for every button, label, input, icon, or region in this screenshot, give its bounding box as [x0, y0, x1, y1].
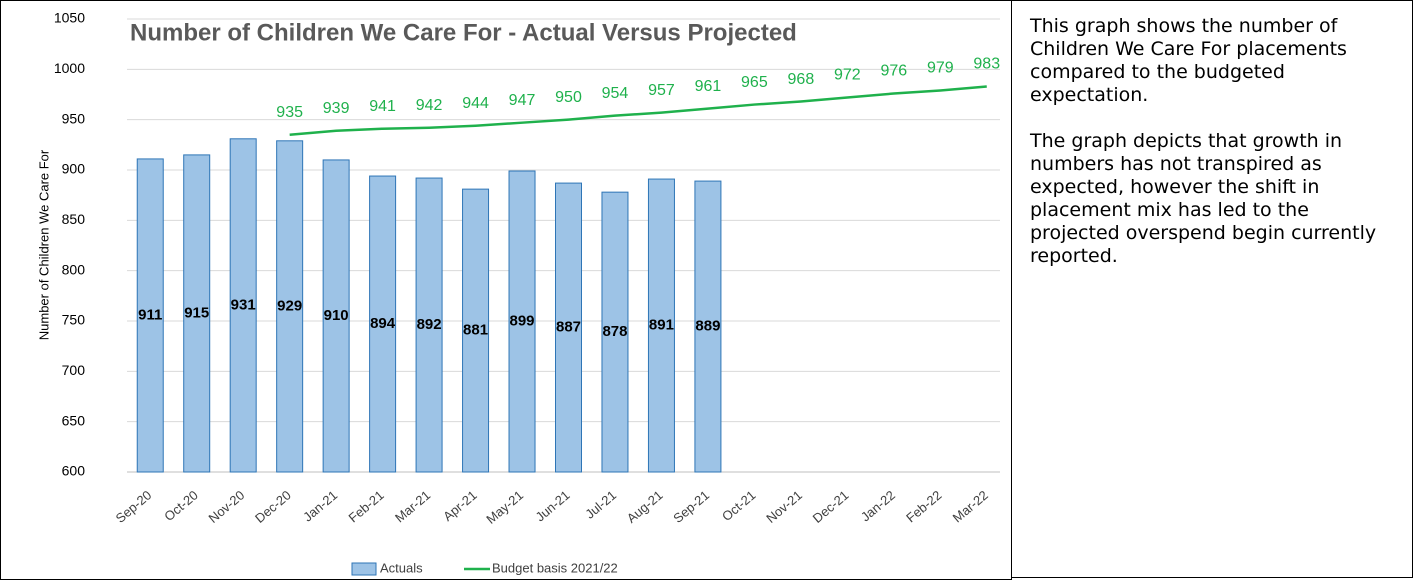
data-label: 881 [463, 322, 488, 339]
data-label: 931 [231, 296, 256, 313]
data-label: 929 [277, 297, 302, 314]
bar [369, 175, 397, 473]
bar [694, 180, 722, 473]
y-tick-label: 800 [62, 261, 86, 277]
legend-label: Actuals [380, 560, 423, 575]
line [289, 85, 987, 137]
data-label: 942 [416, 97, 443, 114]
data-label: 941 [369, 98, 396, 115]
data-label: 950 [555, 89, 582, 106]
data-label: 887 [556, 319, 581, 336]
bar [183, 154, 211, 473]
y-tick-label: 950 [62, 110, 86, 126]
bar [555, 182, 582, 473]
y-tick-label: 750 [62, 312, 86, 328]
bar [462, 188, 490, 473]
data-label: 983 [973, 56, 1000, 73]
data-label: 976 [880, 63, 907, 80]
data-label: 891 [649, 316, 674, 333]
paragraph: This graph shows the number of Children … [1030, 15, 1347, 106]
bar [229, 138, 257, 473]
y-axis-label: Number of Children We Care For [36, 149, 51, 340]
data-label: 878 [602, 323, 627, 340]
bar [276, 140, 304, 473]
text-panel: This graph shows the number of Children … [1011, 0, 1413, 578]
y-tick-label: 1050 [54, 10, 85, 26]
chart: Number of Children We Care For - Actual … [0, 0, 1012, 580]
bar [136, 158, 164, 473]
bar [601, 191, 629, 473]
data-label: 979 [927, 60, 954, 77]
legend-label: Budget basis 2021/22 [492, 560, 618, 575]
chart-title: Number of Children We Care For - Actual … [130, 19, 797, 46]
data-label: 944 [462, 95, 489, 112]
y-tick-label: 850 [62, 211, 86, 227]
bar [508, 170, 536, 473]
y-tick-label: 1000 [54, 60, 85, 76]
bar [415, 177, 443, 473]
data-label: 889 [695, 318, 720, 335]
data-label: 961 [695, 78, 722, 95]
data-label: 957 [648, 82, 675, 99]
bar [322, 159, 350, 473]
data-label: 910 [324, 307, 349, 324]
data-label: 892 [417, 316, 442, 333]
data-label: 972 [834, 67, 861, 84]
y-tick-label: 650 [62, 412, 86, 428]
data-label: 947 [509, 92, 536, 109]
paragraph: The graph depicts that growth in numbers… [1030, 130, 1377, 267]
data-label: 935 [276, 104, 303, 121]
data-label: 965 [741, 74, 768, 91]
y-tick-label: 700 [62, 362, 86, 378]
y-tick-label: 900 [62, 161, 86, 177]
legend-swatch [351, 562, 377, 576]
data-label: 968 [788, 71, 815, 88]
y-tick-label: 600 [62, 463, 86, 479]
data-label: 939 [323, 100, 350, 117]
data-label: 915 [184, 304, 209, 321]
data-label: 954 [602, 85, 629, 102]
data-label: 899 [510, 312, 535, 329]
data-label: 911 [138, 306, 162, 323]
data-label: 894 [370, 315, 396, 332]
bar [647, 178, 675, 473]
